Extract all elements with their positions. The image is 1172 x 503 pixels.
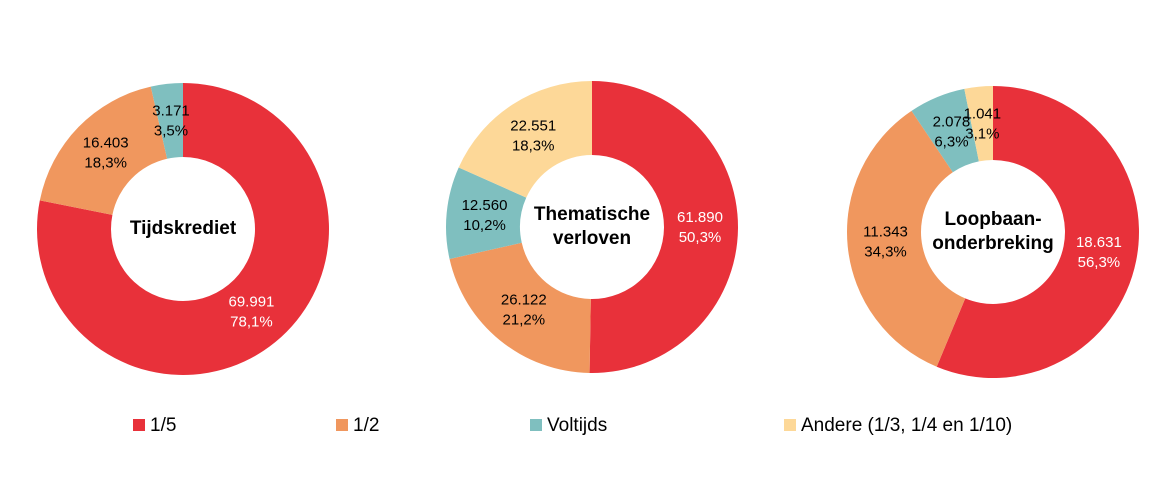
value-label: 26.122 <box>501 292 547 309</box>
legend-label: 1/5 <box>150 415 176 436</box>
value-label: 18.631 <box>1076 234 1122 251</box>
legend-label: Voltijds <box>547 415 607 436</box>
value-label: 69.991 <box>229 293 275 310</box>
percent-label: 50,3% <box>679 229 722 246</box>
percent-label: 18,3% <box>512 137 555 154</box>
value-label: 22.551 <box>510 117 556 134</box>
value-label: 11.343 <box>863 224 908 241</box>
percent-label: 56,3% <box>1078 254 1121 271</box>
donut-slice <box>39 86 168 215</box>
chart-title: Thematische <box>534 204 650 225</box>
value-label: 2.078 <box>933 113 971 130</box>
donut-slice <box>911 88 979 173</box>
legend-label: Andere (1/3, 1/4 en 1/10) <box>801 415 1012 436</box>
donut-slice <box>445 167 527 260</box>
percent-label: 78,1% <box>230 313 273 330</box>
percent-label: 3,5% <box>154 123 188 140</box>
legend-swatch <box>784 419 796 431</box>
value-label: 16.403 <box>83 135 129 152</box>
donut-slice <box>150 83 183 159</box>
value-label: 61.890 <box>677 209 723 226</box>
value-label: 3.171 <box>152 103 190 120</box>
percent-label: 34,3% <box>864 244 907 261</box>
legend-swatch <box>530 419 542 431</box>
donut-slice <box>458 81 592 198</box>
chart-title: Loopbaan- <box>944 209 1041 230</box>
legend-swatch <box>133 419 145 431</box>
percent-label: 6,3% <box>934 133 968 150</box>
value-label: 1.041 <box>964 105 1002 122</box>
chart-title: onderbreking <box>932 233 1053 254</box>
chart-title: Tijdskrediet <box>130 218 237 239</box>
donut-slice <box>36 83 329 375</box>
donut-slice <box>449 242 591 373</box>
donut-slice <box>936 86 1140 378</box>
value-label: 12.560 <box>462 197 508 214</box>
chart-title: verloven <box>553 228 631 249</box>
percent-label: 21,2% <box>503 312 546 329</box>
percent-label: 18,3% <box>84 155 127 172</box>
legend-swatch <box>336 419 348 431</box>
percent-label: 3,1% <box>965 125 999 142</box>
legend-label: 1/2 <box>353 415 379 436</box>
donut-slice <box>589 81 738 373</box>
donut-slice <box>847 110 966 367</box>
donut-slice <box>964 86 993 162</box>
percent-label: 10,2% <box>463 217 506 234</box>
